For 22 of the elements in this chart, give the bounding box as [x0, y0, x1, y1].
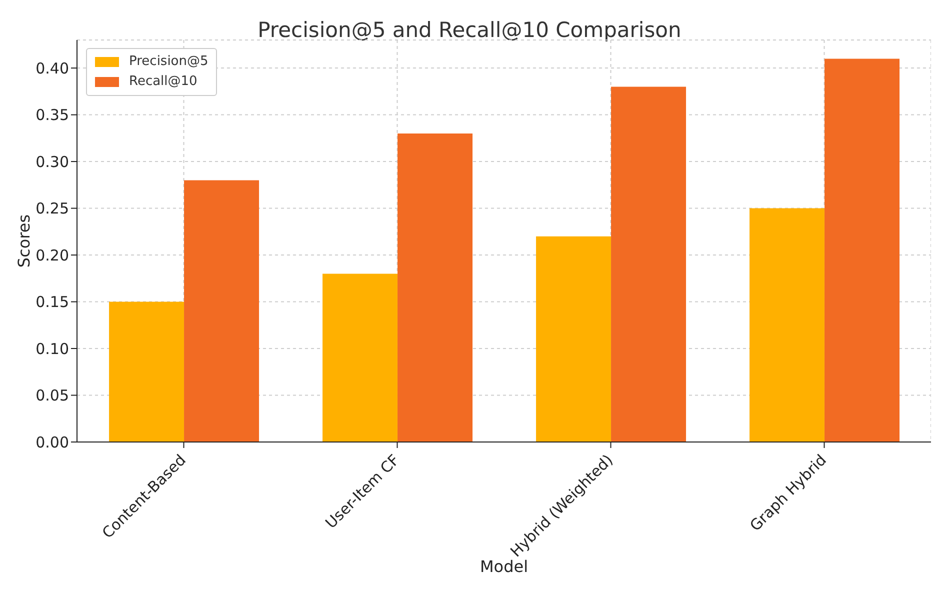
legend-label: Precision@5 [129, 53, 208, 71]
y-tick-label: 0.10 [36, 340, 69, 358]
y-axis-title: Scores [14, 214, 34, 268]
bar [398, 133, 473, 442]
y-tick-label: 0.25 [36, 200, 69, 218]
y-tick-label: 0.05 [36, 386, 69, 405]
y-tick-label: 0.35 [36, 106, 69, 124]
bar [750, 208, 825, 442]
bar [184, 180, 260, 442]
bar [109, 302, 184, 442]
y-tick-label: 0.15 [36, 293, 69, 312]
x-axis-title: Model [480, 557, 528, 576]
chart-title: Precision@5 and Recall@10 Comparison [256, 18, 682, 42]
bar [536, 236, 612, 442]
bar [322, 274, 398, 442]
legend-label: Recall@10 [129, 73, 198, 91]
y-tick-label: 0.40 [36, 59, 69, 78]
bar [824, 58, 900, 442]
bar [611, 86, 686, 442]
y-tick-label: 0.30 [36, 152, 69, 171]
y-tick-label: 0.00 [36, 433, 69, 452]
y-tick-label: 0.20 [36, 246, 69, 264]
